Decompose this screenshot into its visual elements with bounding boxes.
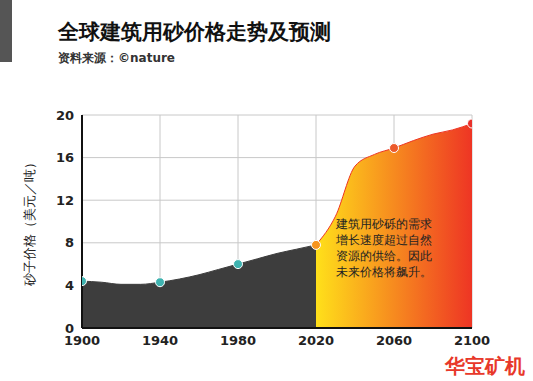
svg-text:2060: 2060 bbox=[376, 333, 412, 348]
html-text:建筑用砂砾的需求: 建筑用砂砾的需求 bbox=[336, 217, 432, 231]
svg-text:8: 8 bbox=[65, 235, 74, 250]
html-text:全球建筑用砂价格走势及预测: 全球建筑用砂价格走势及预测 bbox=[58, 20, 331, 44]
html-text:未来价格将飙升。: 未来价格将飙升。 bbox=[336, 265, 432, 279]
html-text:砂子价格（美元／吨）: 砂子价格（美元／吨） bbox=[22, 156, 37, 286]
svg-text:20: 20 bbox=[56, 108, 74, 123]
svg-text:0: 0 bbox=[65, 321, 74, 336]
svg-text:1900: 1900 bbox=[63, 333, 101, 349]
svg-text:1980: 1980 bbox=[220, 333, 256, 348]
html-text:资源的供给。因此: 资源的供给。因此 bbox=[336, 249, 432, 263]
html-text:资料来源：©nature: 资料来源：©nature bbox=[58, 51, 175, 65]
svg-text:1940: 1940 bbox=[142, 333, 178, 348]
svg-text:2100: 2100 bbox=[454, 333, 490, 348]
html-text:增长速度超过自然: 增长速度超过自然 bbox=[336, 233, 432, 247]
svg-text:4: 4 bbox=[65, 278, 74, 293]
svg-text:16: 16 bbox=[56, 150, 74, 165]
html-text:华宝矿机: 华宝矿机 bbox=[445, 354, 525, 378]
svg-text:2020: 2020 bbox=[298, 333, 334, 348]
svg-text:12: 12 bbox=[56, 193, 74, 208]
